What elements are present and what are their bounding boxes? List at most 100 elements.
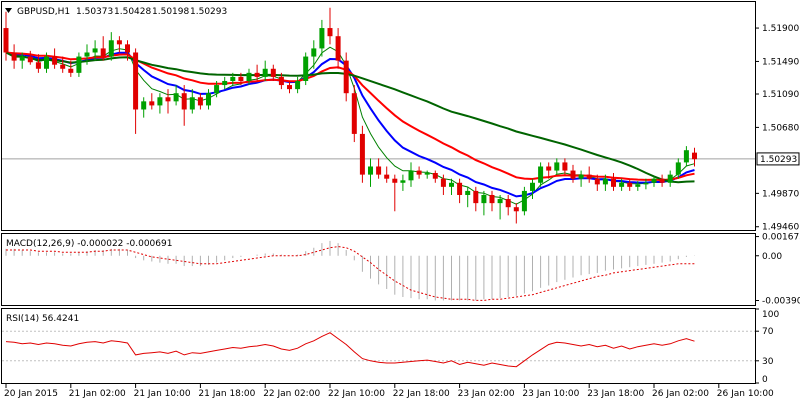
candle-body	[197, 97, 203, 106]
dropdown-triangle-icon[interactable]	[5, 8, 12, 13]
candle-body	[92, 48, 98, 53]
candle-body	[602, 178, 608, 185]
candle-body	[319, 28, 325, 49]
candle-body	[44, 56, 49, 69]
candle-body	[189, 97, 195, 110]
candle-body	[125, 44, 130, 53]
candle-body	[214, 85, 220, 94]
candle-body	[60, 64, 66, 69]
candle-body	[667, 174, 673, 183]
candle-body	[343, 60, 349, 94]
candle-body	[149, 101, 155, 106]
current-price-box	[756, 152, 800, 166]
candle-body	[108, 40, 114, 57]
candle-body	[635, 184, 641, 187]
candle-body	[449, 182, 454, 187]
candle-body	[586, 174, 592, 179]
macd-plot	[5, 240, 695, 301]
candle-body	[432, 173, 438, 179]
candle-body	[287, 85, 292, 90]
candle-body	[222, 80, 228, 86]
candle-body	[392, 178, 398, 183]
candle-body	[359, 133, 365, 175]
price-title: GBPUSD,H1	[17, 7, 70, 17]
current-price-label: 1.50293	[760, 155, 797, 165]
time-tick-label: 21 Jan 02:00	[69, 389, 126, 399]
candle-body	[3, 28, 9, 53]
candle-body	[651, 178, 657, 183]
candle-body	[611, 178, 616, 187]
candle-body	[424, 173, 430, 175]
candle-body	[384, 174, 390, 179]
macd-tick-label: -0.003907	[762, 296, 800, 306]
time-tick-label: 21 Jan 10:00	[134, 389, 191, 399]
macd-axis: 0.001675 0.00 -0.003907	[755, 233, 800, 306]
moving-average-lines	[5, 46, 695, 205]
candle-body	[489, 194, 495, 204]
candle-body	[692, 152, 697, 160]
candle-body	[619, 182, 625, 187]
rsi-tick-label: 30	[762, 357, 774, 367]
macd-tick-label: 0.00	[762, 252, 782, 262]
time-tick-label: 21 Jan 18:00	[198, 389, 255, 399]
candle-body	[554, 162, 560, 171]
candle-body	[440, 178, 446, 187]
candle-body	[335, 36, 341, 61]
ma-slow-line	[5, 51, 695, 184]
candle-body	[481, 194, 487, 204]
candle-body	[173, 93, 179, 102]
candle-body	[295, 80, 301, 90]
candle-body	[457, 182, 463, 195]
candle-body	[157, 97, 163, 106]
price-axis: 1.51900 1.51490 1.51090 1.50680 1.49870 1.494…	[755, 24, 800, 233]
candle-body	[133, 52, 139, 110]
rsi-tick-label: 100	[762, 310, 779, 320]
candle-body	[416, 170, 422, 175]
rsi-pane-border	[1, 308, 756, 384]
candle-body	[206, 93, 211, 106]
time-tick-label: 26 Jan 10:00	[717, 389, 774, 399]
candle-body	[376, 166, 382, 175]
candle-body	[278, 76, 284, 86]
ohlc-close: 1.50293	[190, 7, 227, 17]
candle-body	[538, 166, 544, 183]
ohlc-open: 1.50373	[76, 7, 113, 17]
candle-body	[68, 68, 74, 73]
rsi-title: RSI(14) 56.4241	[6, 314, 79, 324]
candle-body	[11, 52, 17, 61]
candle-body	[521, 190, 527, 212]
time-tick-label: 20 Jan 2015	[4, 389, 58, 399]
candle-body	[165, 97, 171, 102]
price-tick-label: 1.50680	[762, 123, 799, 133]
candle-body	[643, 182, 649, 185]
candle-body	[327, 28, 333, 37]
rsi-plot	[2, 330, 755, 368]
ohlc-high: 1.50428	[114, 7, 151, 17]
macd-pane-border	[1, 233, 756, 306]
candle-body	[497, 199, 503, 204]
candle-body	[303, 56, 309, 81]
price-tick-label: 1.51900	[762, 24, 799, 34]
candle-body	[400, 180, 406, 183]
candle-body	[52, 56, 58, 65]
candle-body	[270, 68, 276, 77]
candlesticks	[3, 7, 697, 224]
candle-body	[570, 170, 576, 179]
candle-body	[594, 178, 600, 185]
candle-body	[465, 190, 471, 195]
price-tick-label: 1.51490	[762, 57, 799, 67]
candle-body	[675, 162, 681, 175]
candle-body	[408, 170, 414, 181]
ohlc-low: 1.50198	[152, 7, 189, 17]
candle-body	[19, 56, 25, 61]
candle-body	[627, 182, 633, 187]
candle-body	[35, 62, 41, 69]
candle-body	[505, 199, 511, 208]
time-tick-label: 23 Jan 10:00	[522, 389, 579, 399]
time-tick-label: 26 Jan 02:00	[652, 389, 709, 399]
candle-body	[238, 76, 244, 81]
candle-body	[351, 93, 357, 134]
candle-body	[76, 56, 82, 73]
time-tick-label: 22 Jan 18:00	[393, 389, 450, 399]
